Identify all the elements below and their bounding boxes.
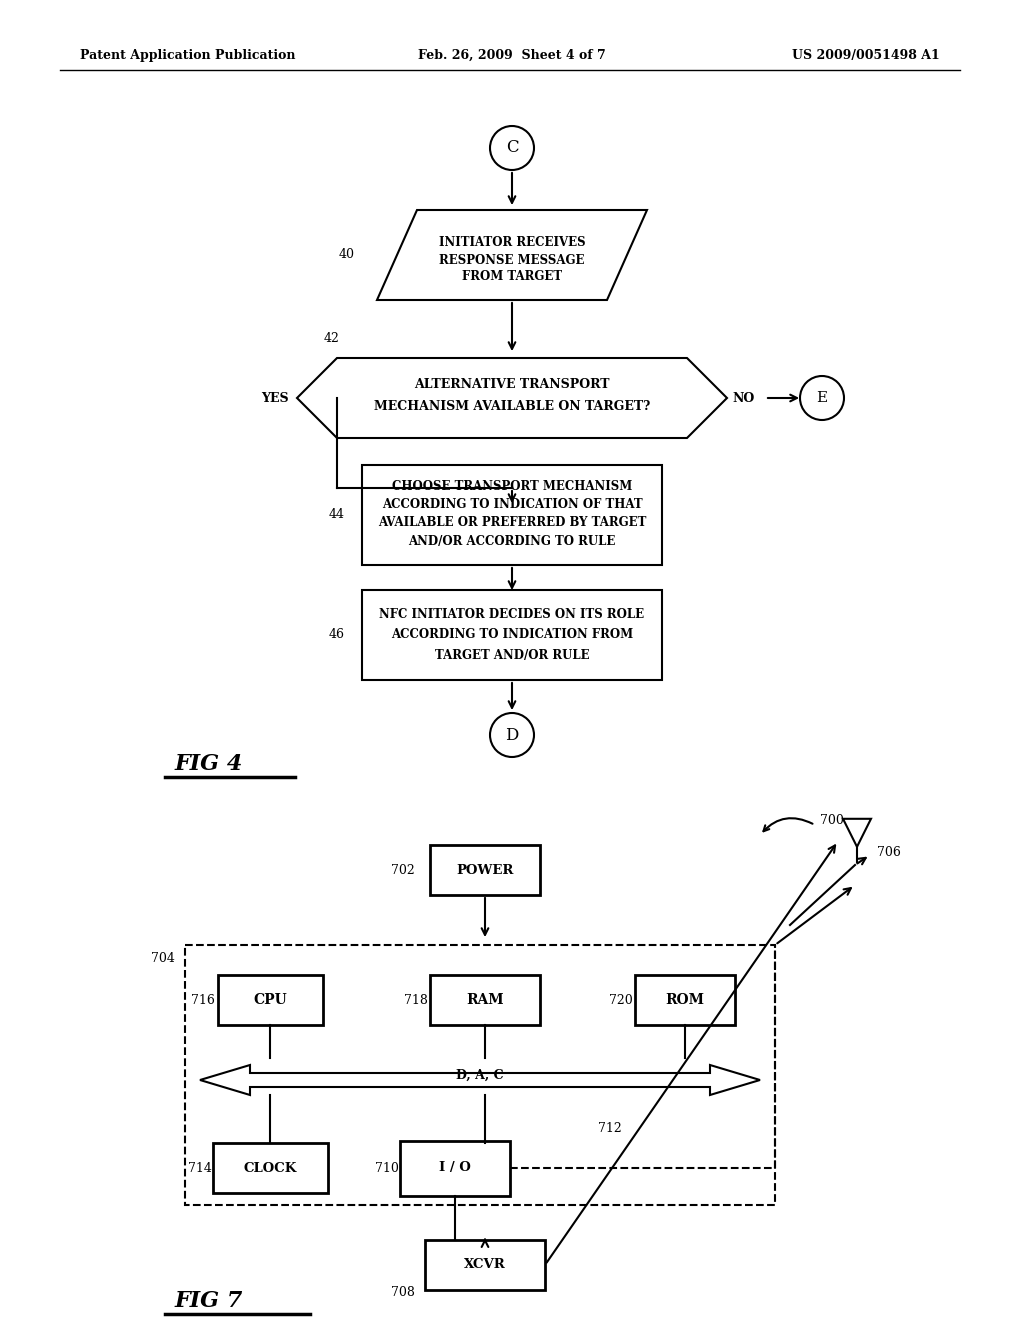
- Bar: [430, 845, 540, 895]
- Text: ALTERNATIVE TRANSPORT: ALTERNATIVE TRANSPORT: [415, 378, 609, 391]
- Bar: [400, 1140, 510, 1196]
- Text: 712: 712: [598, 1122, 622, 1134]
- Text: RAM: RAM: [466, 993, 504, 1007]
- Text: FROM TARGET: FROM TARGET: [462, 271, 562, 284]
- Text: 702: 702: [391, 863, 415, 876]
- Text: 44: 44: [329, 508, 345, 521]
- Polygon shape: [843, 818, 871, 847]
- Bar: [362, 590, 662, 680]
- Text: 704: 704: [152, 952, 175, 965]
- Text: 46: 46: [329, 628, 345, 642]
- Text: POWER: POWER: [457, 863, 514, 876]
- Text: 714: 714: [188, 1162, 212, 1175]
- Text: 718: 718: [404, 994, 428, 1006]
- Bar: [425, 1239, 545, 1290]
- Text: YES: YES: [261, 392, 289, 404]
- Polygon shape: [297, 358, 727, 438]
- Text: FIG 4: FIG 4: [175, 752, 244, 775]
- Bar: [217, 975, 323, 1026]
- Text: US 2009/0051498 A1: US 2009/0051498 A1: [793, 49, 940, 62]
- Bar: [185, 945, 775, 1205]
- Text: AND/OR ACCORDING TO RULE: AND/OR ACCORDING TO RULE: [409, 535, 615, 548]
- Text: E: E: [816, 391, 827, 405]
- Text: 708: 708: [391, 1287, 415, 1299]
- Text: AVAILABLE OR PREFERRED BY TARGET: AVAILABLE OR PREFERRED BY TARGET: [378, 516, 646, 529]
- Text: NFC INITIATOR DECIDES ON ITS ROLE: NFC INITIATOR DECIDES ON ITS ROLE: [380, 609, 644, 622]
- Polygon shape: [200, 1065, 760, 1096]
- Text: ACCORDING TO INDICATION OF THAT: ACCORDING TO INDICATION OF THAT: [382, 499, 642, 511]
- Text: CPU: CPU: [253, 993, 287, 1007]
- Text: I / O: I / O: [439, 1162, 471, 1175]
- Text: INITIATOR RECEIVES: INITIATOR RECEIVES: [438, 236, 586, 249]
- Text: C: C: [506, 140, 518, 157]
- Text: 700: 700: [820, 813, 844, 826]
- Bar: [213, 1143, 328, 1193]
- Text: CLOCK: CLOCK: [244, 1162, 297, 1175]
- Text: Feb. 26, 2009  Sheet 4 of 7: Feb. 26, 2009 Sheet 4 of 7: [418, 49, 606, 62]
- Text: 716: 716: [191, 994, 215, 1006]
- Text: FIG 7: FIG 7: [175, 1290, 244, 1312]
- Text: MECHANISM AVAILABLE ON TARGET?: MECHANISM AVAILABLE ON TARGET?: [374, 400, 650, 412]
- Text: D: D: [505, 726, 519, 743]
- Text: D, A, C: D, A, C: [456, 1068, 504, 1081]
- Bar: [362, 465, 662, 565]
- Bar: [430, 975, 540, 1026]
- Text: 710: 710: [375, 1162, 399, 1175]
- Text: ACCORDING TO INDICATION FROM: ACCORDING TO INDICATION FROM: [391, 628, 633, 642]
- Text: NO: NO: [732, 392, 755, 404]
- Polygon shape: [377, 210, 647, 300]
- Text: CHOOSE TRANSPORT MECHANISM: CHOOSE TRANSPORT MECHANISM: [392, 480, 632, 494]
- Text: 42: 42: [325, 331, 340, 345]
- Text: 40: 40: [339, 248, 355, 261]
- Text: Patent Application Publication: Patent Application Publication: [80, 49, 296, 62]
- Text: 720: 720: [609, 994, 633, 1006]
- Text: 706: 706: [877, 846, 901, 859]
- Text: XCVR: XCVR: [464, 1258, 506, 1271]
- Text: RESPONSE MESSAGE: RESPONSE MESSAGE: [439, 253, 585, 267]
- Text: TARGET AND/OR RULE: TARGET AND/OR RULE: [434, 648, 590, 661]
- Bar: [635, 975, 735, 1026]
- Text: ROM: ROM: [666, 993, 705, 1007]
